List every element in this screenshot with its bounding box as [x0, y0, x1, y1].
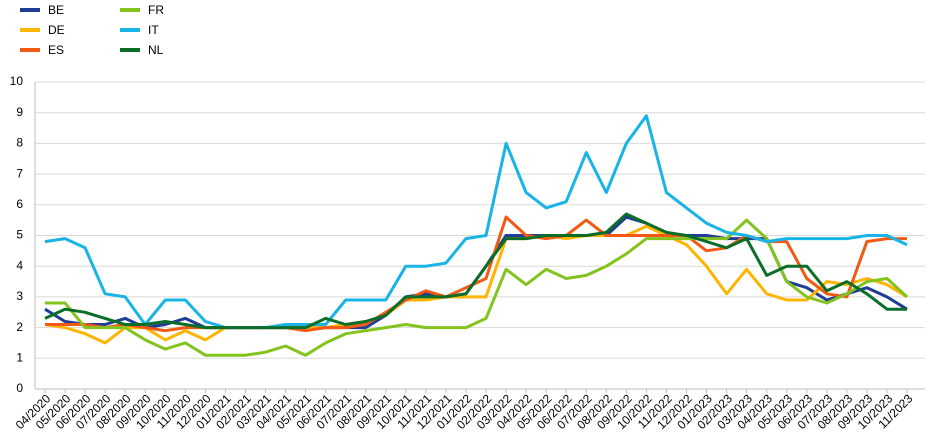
y-tick-label: 8 — [16, 136, 23, 150]
legend-item: DE — [20, 23, 65, 37]
y-tick-label: 9 — [16, 105, 23, 119]
series-line — [44, 215, 908, 330]
y-tick-label: 10 — [10, 74, 24, 88]
legend-item: IT — [120, 23, 159, 37]
series-line — [44, 212, 907, 330]
legend-label: BE — [48, 3, 64, 17]
y-tick-label: 6 — [16, 197, 23, 211]
legend-item: BE — [20, 3, 64, 17]
legend-label: ES — [48, 43, 64, 57]
legend-item: ES — [20, 43, 64, 57]
legend-item: FR — [120, 3, 164, 17]
y-tick-label: 0 — [16, 381, 23, 395]
series-line — [44, 224, 908, 345]
y-tick-label: 2 — [16, 320, 23, 334]
series-line — [45, 218, 909, 357]
y-tick-label: 1 — [16, 350, 23, 364]
legend-item: NL — [120, 43, 164, 57]
y-tick-label: 7 — [16, 166, 23, 180]
series-line — [45, 215, 907, 333]
legend-label: IT — [148, 23, 159, 37]
y-tick-label: 5 — [16, 228, 23, 242]
legend-label: FR — [148, 3, 164, 17]
legend-label: NL — [148, 43, 164, 57]
y-tick-label: 4 — [16, 258, 23, 272]
legend-label: DE — [48, 23, 65, 37]
series-line — [44, 114, 908, 330]
y-tick-label: 3 — [16, 289, 23, 303]
